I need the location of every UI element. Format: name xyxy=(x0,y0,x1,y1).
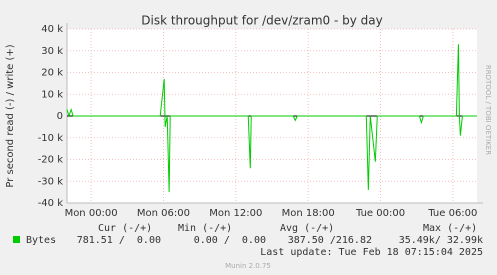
y-tick-label: -30 k xyxy=(38,176,64,187)
y-tick-label: 30 k xyxy=(41,46,63,57)
x-tick-label: Tue 00:00 xyxy=(355,208,405,219)
x-tick-label: Mon 18:00 xyxy=(282,208,335,219)
y-tick-label: -10 k xyxy=(38,133,64,144)
y-label: Pr second read (-) / write (+) xyxy=(5,44,16,187)
y-tick-label: -20 k xyxy=(38,155,64,166)
legend-cell: 387.50 /216.82 xyxy=(288,235,372,246)
y-tick-label: 0 xyxy=(57,111,63,122)
series-line xyxy=(66,44,477,193)
y-tick-label: 10 k xyxy=(41,89,63,100)
x-tick-label: Mon 00:00 xyxy=(65,208,118,219)
footer: Munin 2.0.75 xyxy=(225,262,271,270)
legend-cell: 0.00 / 0.00 xyxy=(194,235,266,246)
x-tick-label: Mon 12:00 xyxy=(209,208,262,219)
legend-label: Bytes xyxy=(26,235,56,246)
x-tick-label: Mon 06:00 xyxy=(137,208,190,219)
legend-header: Max (-/+) xyxy=(423,223,477,234)
chart-title: Disk throughput for /dev/zram0 - by day xyxy=(141,14,382,28)
legend-swatch xyxy=(13,236,20,243)
legend-header: Min (-/+) xyxy=(178,223,232,234)
legend: Cur (-/+) Min (-/+) Avg (-/+) Max (-/+) … xyxy=(13,223,483,270)
legend-cell: 35.49k/ 32.99k xyxy=(399,235,483,246)
x-tick-label: Tue 06:00 xyxy=(427,208,477,219)
y-tick-label: 20 k xyxy=(41,68,63,79)
legend-header: Avg (-/+) xyxy=(280,223,334,234)
y-tick-label: -40 k xyxy=(38,198,64,209)
y-tick-label: 40 k xyxy=(41,24,63,35)
legend-header: Cur (-/+) xyxy=(98,223,152,234)
legend-cell: 781.51 / 0.00 xyxy=(77,235,161,246)
last-update: Last update: Tue Feb 18 07:15:04 2025 xyxy=(260,247,483,258)
side-label: RRDTOOL / TOBI OETIKER xyxy=(484,65,492,155)
